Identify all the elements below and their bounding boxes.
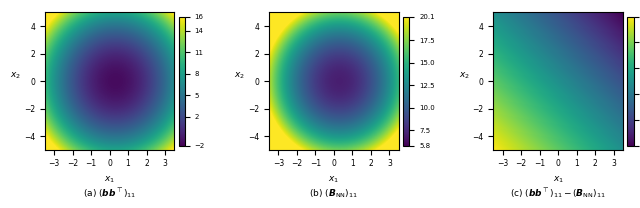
Y-axis label: $x_2$: $x_2$ <box>234 71 245 81</box>
X-axis label: $x_1$: $x_1$ <box>104 174 115 184</box>
Title: (a) $(\boldsymbol{bb}^\top)_{11}$: (a) $(\boldsymbol{bb}^\top)_{11}$ <box>83 186 136 200</box>
Title: (c) $(\boldsymbol{bb}^\top)_{11} - (\boldsymbol{B}_{\mathrm{NN}})_{11}$: (c) $(\boldsymbol{bb}^\top)_{11} - (\bol… <box>510 186 606 200</box>
X-axis label: $x_1$: $x_1$ <box>328 174 339 184</box>
Y-axis label: $x_2$: $x_2$ <box>459 71 470 81</box>
Y-axis label: $x_2$: $x_2$ <box>10 71 21 81</box>
X-axis label: $x_1$: $x_1$ <box>553 174 564 184</box>
Title: (b) $(\boldsymbol{B}_{\mathrm{NN}})_{11}$: (b) $(\boldsymbol{B}_{\mathrm{NN}})_{11}… <box>310 187 358 200</box>
